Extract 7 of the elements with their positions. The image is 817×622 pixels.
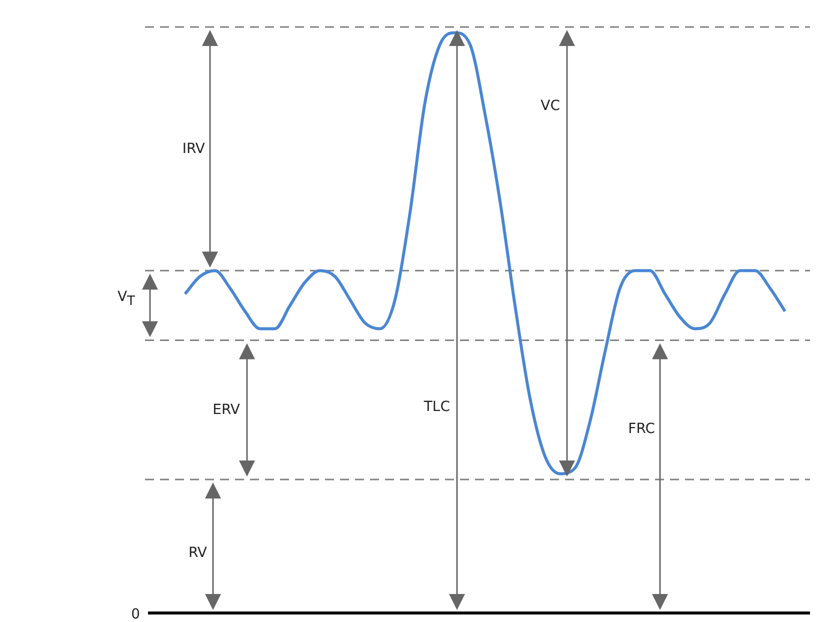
annotation: TLC bbox=[424, 399, 450, 415]
annotation: FRC bbox=[628, 420, 655, 437]
annotation: ERV bbox=[212, 402, 240, 418]
annotation: IRV bbox=[182, 140, 205, 157]
annotation: RV bbox=[188, 544, 207, 561]
annotation: VC bbox=[540, 98, 560, 114]
ref-line-label: 0 bbox=[131, 606, 140, 622]
